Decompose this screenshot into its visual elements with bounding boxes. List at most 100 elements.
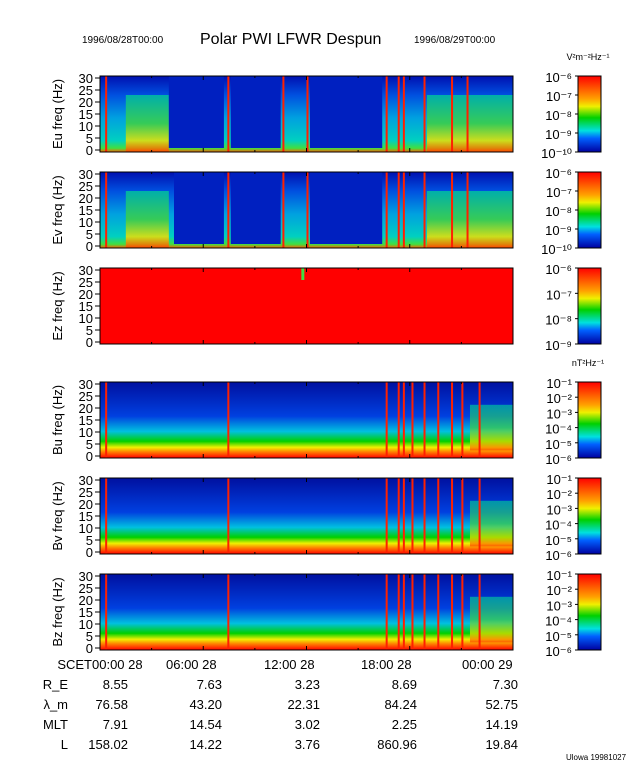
interference-stripe xyxy=(282,76,285,152)
y-axis-label: Eu freq (Hz) xyxy=(50,79,65,149)
colorbar-tick-label: 10⁻⁷ xyxy=(546,185,572,200)
interference-stripe xyxy=(466,76,469,152)
activity-region xyxy=(469,404,513,451)
ephemeris-value: 22.31 xyxy=(287,697,320,712)
interference-stripe xyxy=(402,172,405,248)
ephemeris-value: 12:00 28 xyxy=(264,657,315,672)
spectral-feature xyxy=(301,268,305,280)
colorbar-tick-label: 10⁻⁸ xyxy=(545,204,572,219)
ephemeris-value: 7.91 xyxy=(102,717,128,732)
ephemeris-value: 18:00 28 xyxy=(361,657,412,672)
y-tick-label: 20 xyxy=(79,95,93,110)
ephemeris-value: 7.30 xyxy=(492,677,518,692)
ephemeris-value: 3.02 xyxy=(294,717,320,732)
quiet-region xyxy=(230,76,281,148)
ephemeris-value: 43.20 xyxy=(189,697,222,712)
y-tick-label: 30 xyxy=(79,71,93,86)
ephemeris-value: 7.63 xyxy=(196,677,222,692)
interference-stripe xyxy=(397,172,400,248)
colorbar-tick-label: 10⁻⁵ xyxy=(545,629,572,644)
activity-region xyxy=(125,191,169,248)
colorbar-tick-label: 10⁻⁶ xyxy=(545,262,572,277)
y-tick-label: 0 xyxy=(86,143,93,158)
quiet-region xyxy=(309,76,383,148)
interference-stripe xyxy=(397,382,400,458)
interference-stripe xyxy=(461,382,464,458)
colorbar-tick-label: 10⁻⁵ xyxy=(545,437,572,452)
quiet-region xyxy=(168,76,224,148)
spectrogram-background xyxy=(100,574,513,650)
interference-stripe xyxy=(227,172,230,248)
ephemeris-label: R_E xyxy=(42,677,68,692)
colorbar-tick-label: 10⁻² xyxy=(546,391,572,406)
y-tick-label: 10 xyxy=(79,617,93,632)
colorbar xyxy=(577,381,602,459)
y-axis-label: Bu freq (Hz) xyxy=(50,385,65,455)
interference-stripe xyxy=(478,478,481,554)
interference-stripe xyxy=(306,76,309,152)
y-tick-label: 0 xyxy=(86,449,93,464)
colorbar-tick-label: 10⁻¹⁰ xyxy=(541,146,572,161)
quiet-region xyxy=(230,172,281,244)
colorbar-tick-label: 10⁻⁴ xyxy=(545,614,572,629)
interference-stripe xyxy=(437,382,440,458)
interference-stripe xyxy=(478,574,481,650)
y-tick-label: 5 xyxy=(86,533,93,548)
y-tick-label: 20 xyxy=(79,497,93,512)
y-axis-label: Bv freq (Hz) xyxy=(50,481,65,550)
y-tick-label: 25 xyxy=(79,83,93,98)
interference-stripe xyxy=(306,172,309,248)
y-tick-label: 5 xyxy=(86,323,93,338)
y-tick-label: 10 xyxy=(79,119,93,134)
interference-stripe xyxy=(411,382,414,458)
y-tick-label: 15 xyxy=(79,605,93,620)
activity-region xyxy=(426,191,513,248)
colorbar-tick-label: 10⁻¹ xyxy=(546,472,572,487)
interference-stripe xyxy=(282,172,285,248)
interference-stripe xyxy=(466,172,469,248)
activity-region xyxy=(125,95,169,152)
y-tick-label: 10 xyxy=(79,521,93,536)
interference-stripe xyxy=(423,574,426,650)
activity-region xyxy=(469,500,513,547)
interference-stripe xyxy=(423,76,426,152)
interference-stripe xyxy=(423,382,426,458)
ephemeris-value: 00:00 28 xyxy=(92,657,143,672)
interference-stripe xyxy=(411,574,414,650)
ephemeris-value: 8.69 xyxy=(391,677,417,692)
y-tick-label: 15 xyxy=(79,413,93,428)
colorbar xyxy=(577,267,602,345)
colorbar-tick-label: 10⁻⁶ xyxy=(545,452,572,467)
y-tick-label: 25 xyxy=(79,275,93,290)
y-tick-label: 30 xyxy=(79,473,93,488)
colorbar-tick-label: 10⁻¹ xyxy=(546,568,572,583)
interference-stripe xyxy=(423,172,426,248)
ephemeris-label: L xyxy=(60,737,68,752)
colorbar xyxy=(577,75,602,153)
interference-stripe xyxy=(451,382,454,458)
interference-stripe xyxy=(402,574,405,650)
colorbar xyxy=(577,573,602,651)
ephemeris-value: 158.02 xyxy=(88,737,128,752)
interference-stripe xyxy=(385,382,388,458)
y-tick-label: 15 xyxy=(79,509,93,524)
interference-stripe xyxy=(402,76,405,152)
ephemeris-value: 860.96 xyxy=(377,737,417,752)
interference-stripe xyxy=(451,574,454,650)
y-tick-label: 5 xyxy=(86,437,93,452)
y-tick-label: 20 xyxy=(79,191,93,206)
figure-title: Polar PWI LFWR Despun xyxy=(200,31,382,48)
interference-stripe xyxy=(105,382,108,458)
colorbar-tick-label: 10⁻⁹ xyxy=(545,338,572,353)
interference-stripe xyxy=(227,478,230,554)
y-tick-label: 15 xyxy=(79,203,93,218)
colorbar-tick-label: 10⁻³ xyxy=(546,406,572,421)
ephemeris-value: 14.22 xyxy=(189,737,222,752)
colorbar-tick-label: 10⁻¹⁰ xyxy=(541,242,572,257)
y-tick-label: 20 xyxy=(79,401,93,416)
